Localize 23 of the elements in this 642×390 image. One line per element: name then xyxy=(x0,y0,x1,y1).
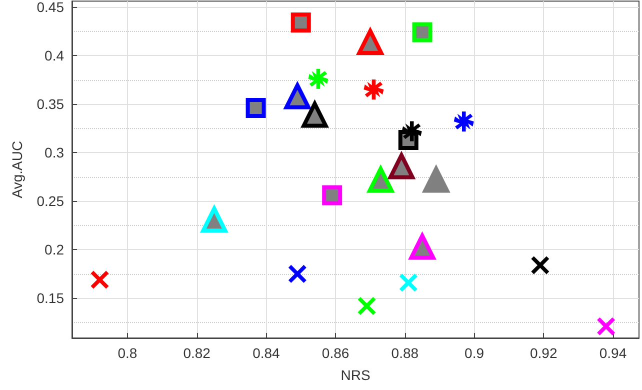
y-tick-label: 0.45 xyxy=(36,0,64,15)
point xyxy=(399,274,418,292)
x-tick-label: 0.88 xyxy=(391,345,419,361)
x-tick-label: 0.84 xyxy=(252,345,280,361)
y-tick-label: 0.15 xyxy=(36,290,64,306)
x-tick-label: 0.86 xyxy=(322,345,350,361)
y-tick-label: 0.25 xyxy=(36,193,64,210)
point xyxy=(412,22,432,42)
x-tick-label: 0.82 xyxy=(183,345,211,361)
x-tick-label: 0.92 xyxy=(530,345,558,361)
x-tick-label: 0.8 xyxy=(118,345,138,361)
x-tick-label: 0.94 xyxy=(599,345,627,361)
y-tick-label: 0.2 xyxy=(44,242,64,258)
y-tick-label: 0.35 xyxy=(36,96,64,112)
x-axis-title: NRS xyxy=(340,367,370,383)
point xyxy=(322,185,342,206)
point xyxy=(597,317,616,336)
x-tick-label: 0.9 xyxy=(464,345,484,361)
point xyxy=(246,98,266,118)
y-axis-title: Avg.AUC xyxy=(9,140,25,198)
y-tick-label: 0.4 xyxy=(44,48,64,64)
point xyxy=(290,12,311,33)
y-tick-label: 0.3 xyxy=(44,144,64,161)
